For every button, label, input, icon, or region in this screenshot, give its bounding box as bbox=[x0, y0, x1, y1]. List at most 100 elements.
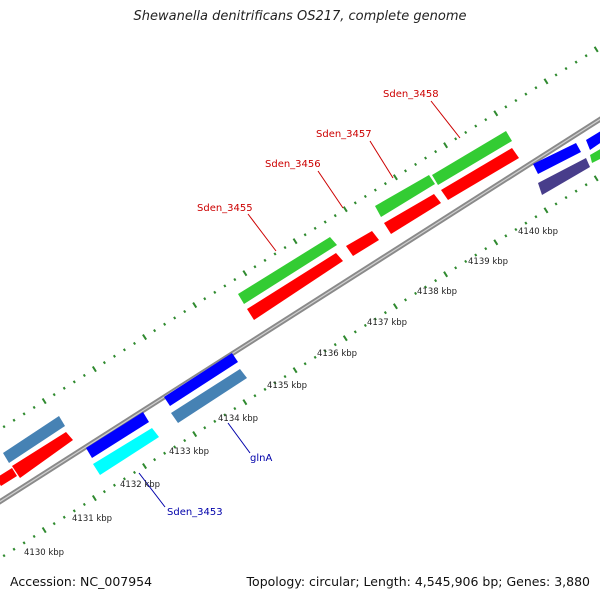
major-tick bbox=[292, 238, 298, 245]
minor-tick bbox=[514, 227, 518, 232]
minor-tick bbox=[403, 298, 408, 302]
minor-tick bbox=[32, 534, 36, 539]
minor-tick bbox=[203, 426, 207, 430]
minor-tick bbox=[52, 393, 56, 397]
minor-tick bbox=[273, 381, 277, 385]
major-tick bbox=[593, 175, 599, 182]
minor-tick bbox=[424, 285, 428, 289]
minor-tick bbox=[554, 202, 558, 206]
scale-label: 4136 kbp bbox=[317, 349, 357, 359]
gene-label-glna: glnA bbox=[250, 453, 272, 464]
scale-labels: 4130 kbp 4131 kbp 4132 kbp 4133 kbp 4134… bbox=[24, 227, 558, 558]
major-tick bbox=[192, 431, 198, 438]
gene-feature-red bbox=[346, 231, 379, 256]
gene-feature-navy bbox=[538, 158, 590, 195]
minor-tick bbox=[273, 252, 277, 256]
minor-tick bbox=[102, 361, 106, 365]
minor-tick bbox=[434, 279, 438, 283]
major-tick bbox=[493, 110, 499, 117]
gene-feature-red bbox=[384, 194, 441, 234]
major-tick bbox=[142, 463, 148, 470]
major-tick bbox=[242, 399, 248, 406]
minor-tick bbox=[323, 349, 327, 353]
major-tick bbox=[192, 302, 198, 309]
topology-value: circular bbox=[309, 574, 356, 589]
minor-tick bbox=[303, 362, 307, 366]
minor-tick bbox=[132, 341, 137, 346]
gene-feature-red bbox=[441, 148, 519, 200]
minor-tick bbox=[313, 226, 317, 230]
gene-feature-blue bbox=[164, 353, 238, 406]
minor-tick bbox=[534, 86, 538, 90]
minor-tick bbox=[574, 60, 578, 64]
genes-value: 3,880 bbox=[554, 574, 590, 589]
scale-label: 4138 kbp bbox=[417, 287, 457, 297]
gene-feature-red bbox=[0, 468, 17, 486]
scale-label: 4139 kbp bbox=[468, 257, 508, 267]
gene-feature-green bbox=[432, 131, 512, 185]
minor-tick bbox=[574, 189, 578, 193]
gene-label-sden-3458: Sden_3458 bbox=[383, 89, 439, 100]
minor-tick bbox=[12, 418, 16, 422]
genome-backbone bbox=[0, 116, 600, 505]
major-tick bbox=[342, 335, 348, 342]
accession-value: NC_007954 bbox=[80, 574, 153, 589]
minor-tick bbox=[333, 342, 337, 347]
minor-tick bbox=[2, 425, 6, 429]
minor-tick bbox=[122, 348, 126, 352]
gene-feature-steelblue bbox=[171, 369, 247, 423]
minor-tick bbox=[173, 445, 177, 449]
major-tick bbox=[593, 46, 599, 53]
minor-tick bbox=[403, 169, 408, 173]
minor-tick bbox=[62, 515, 66, 519]
minor-tick bbox=[504, 234, 508, 238]
minor-tick bbox=[2, 554, 6, 558]
minor-tick bbox=[484, 118, 488, 122]
minor-tick bbox=[233, 277, 237, 282]
minor-tick bbox=[373, 317, 377, 321]
outer-tick-row bbox=[2, 46, 599, 429]
minor-tick bbox=[12, 547, 16, 551]
major-tick bbox=[41, 526, 47, 534]
accession-info: Accession: NC_007954 bbox=[10, 574, 152, 589]
minor-tick bbox=[383, 311, 387, 315]
minor-tick bbox=[554, 73, 558, 77]
minor-tick bbox=[22, 412, 26, 416]
minor-tick bbox=[363, 323, 367, 328]
major-tick bbox=[242, 270, 248, 277]
scale-label: 4140 kbp bbox=[518, 227, 558, 237]
genes-label: Genes: bbox=[506, 574, 551, 589]
minor-tick bbox=[223, 284, 227, 288]
minor-tick bbox=[283, 374, 287, 379]
label-leader-lines bbox=[138, 100, 461, 508]
major-tick bbox=[91, 494, 97, 502]
minor-tick bbox=[72, 509, 76, 513]
major-tick bbox=[342, 206, 348, 213]
genome-summary: Topology: circular; Length: 4,545,906 bp… bbox=[246, 574, 590, 589]
minor-tick bbox=[132, 470, 137, 475]
minor-tick bbox=[524, 221, 528, 225]
minor-tick bbox=[32, 405, 36, 410]
scale-label: 4133 kbp bbox=[169, 447, 209, 457]
major-tick bbox=[41, 397, 47, 405]
scale-label: 4132 kbp bbox=[120, 480, 160, 490]
map-title: Shewanella denitrificans OS217, complete… bbox=[133, 9, 467, 24]
minor-tick bbox=[454, 266, 458, 270]
minor-tick bbox=[454, 137, 458, 141]
scale-label: 4135 kbp bbox=[267, 381, 307, 391]
minor-tick bbox=[283, 245, 287, 250]
major-tick bbox=[443, 271, 449, 278]
major-tick bbox=[292, 367, 298, 374]
gene-label-sden-3453: Sden_3453 bbox=[167, 507, 223, 518]
minor-tick bbox=[112, 354, 116, 358]
minor-tick bbox=[213, 419, 217, 423]
minor-tick bbox=[564, 195, 568, 200]
major-tick bbox=[142, 334, 148, 341]
minor-tick bbox=[534, 215, 538, 219]
minor-tick bbox=[504, 105, 508, 109]
major-tick bbox=[91, 365, 97, 373]
minor-tick bbox=[514, 98, 518, 103]
gene-labels: Sden_3458 Sden_3457 Sden_3456 Sden_3455 … bbox=[167, 89, 439, 518]
minor-tick bbox=[363, 194, 367, 199]
gene-features bbox=[0, 131, 600, 486]
